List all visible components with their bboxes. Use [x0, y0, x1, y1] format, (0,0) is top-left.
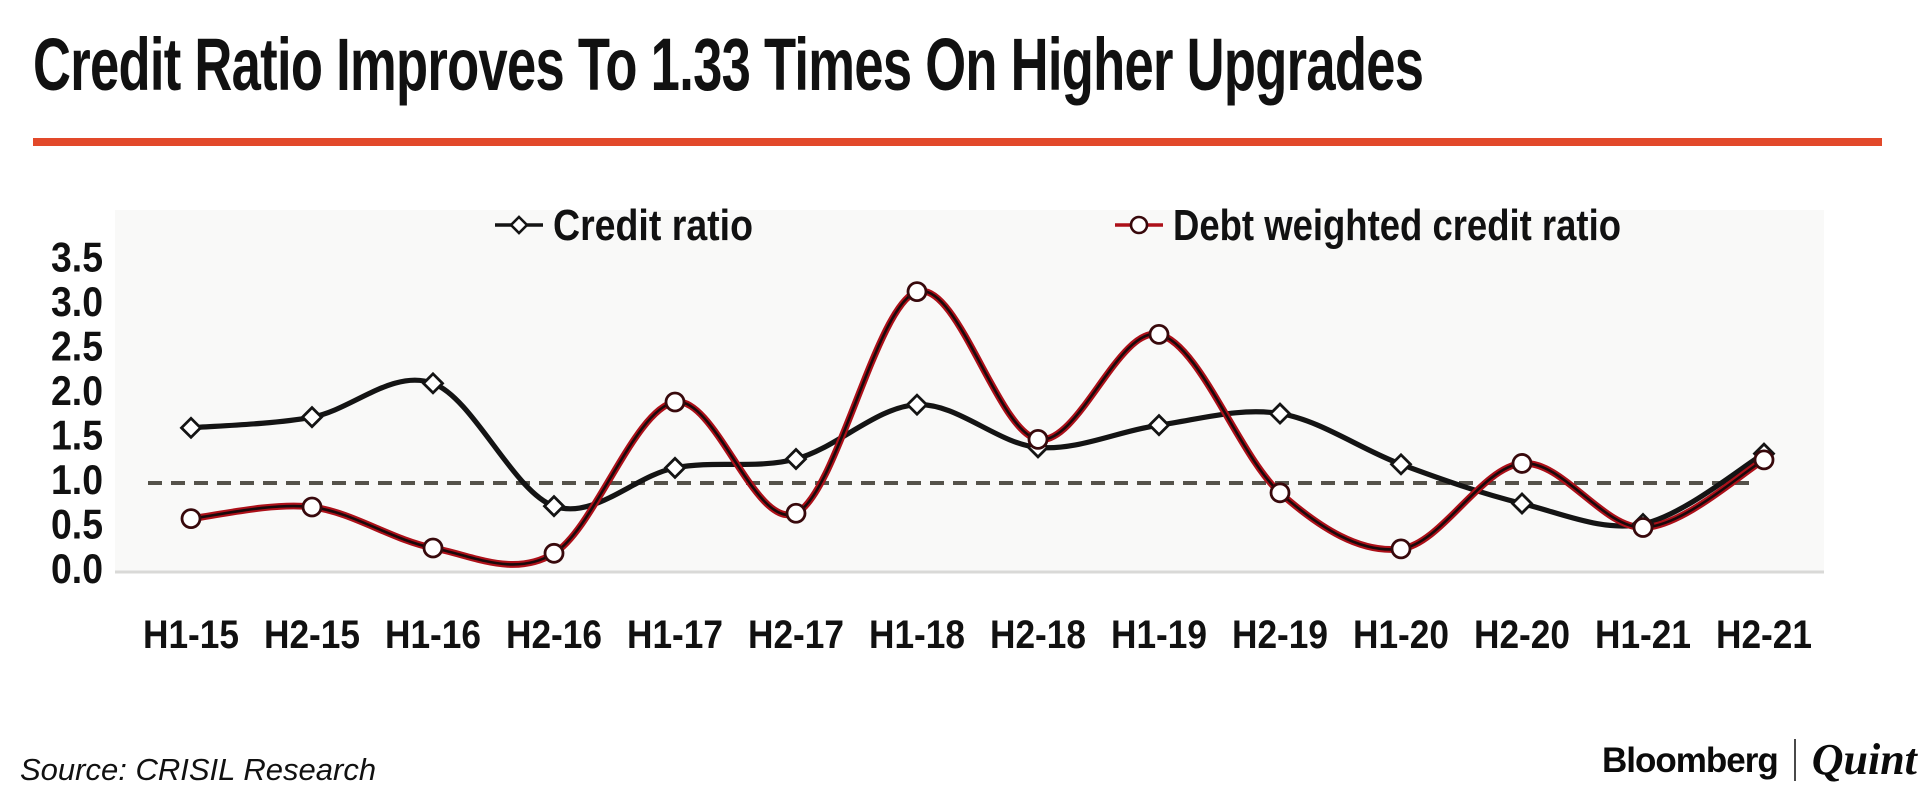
- legend-label: Credit ratio: [553, 201, 753, 250]
- credit-ratio-marker: [300, 405, 324, 429]
- source-note: Source: CRISIL Research: [20, 752, 377, 787]
- y-axis-tick-label: 3.5: [51, 234, 103, 281]
- debt-weighted-marker: [1390, 538, 1412, 560]
- logo-divider: [1793, 739, 1796, 781]
- x-axis-tick-label: H1-16: [385, 613, 481, 657]
- x-axis-tick-label: H1-19: [1111, 613, 1207, 657]
- debt-weighted-marker: [906, 281, 928, 303]
- quint-wordmark: Quint: [1811, 735, 1917, 784]
- y-axis-tick-label: 2.5: [51, 323, 103, 370]
- y-axis-tick-label: 2.0: [51, 367, 103, 414]
- x-axis-tick-label: H2-18: [990, 613, 1086, 657]
- chart-title: Credit Ratio Improves To 1.33 Times On H…: [33, 23, 1424, 106]
- x-axis-tick-label: H2-17: [748, 613, 844, 657]
- bloomberg-wordmark: Bloomberg: [1602, 740, 1779, 780]
- debt-weighted-marker: [785, 502, 807, 524]
- credit-ratio-marker: [421, 371, 445, 395]
- credit-ratio-marker: [784, 447, 808, 471]
- x-axis-tick-label: H1-15: [143, 613, 239, 657]
- debt-weighted-marker: [180, 508, 202, 529]
- x-axis-tick-label: H2-20: [1474, 613, 1570, 657]
- credit-ratio-marker: [1147, 413, 1171, 437]
- x-axis-tick-label: H1-18: [869, 613, 965, 657]
- credit-ratio-marker: [1389, 452, 1413, 476]
- debt-weighted-marker: [1511, 453, 1533, 474]
- credit-ratio-marker: [542, 494, 566, 518]
- credit-ratio-marker: [1510, 491, 1534, 515]
- y-axis-tick-label: 1.5: [51, 412, 103, 459]
- debt-weighted-marker: [1753, 449, 1775, 471]
- x-axis-tick-label: H2-16: [506, 613, 602, 657]
- x-axis-tick-label: H1-20: [1353, 613, 1449, 657]
- accent-divider: [33, 138, 1882, 146]
- publisher-logo: Bloomberg Quint: [1602, 738, 1917, 782]
- legend-diamond-icon: [509, 215, 529, 235]
- debt-weighted-marker: [301, 496, 323, 518]
- x-axis-tick-label: H1-17: [627, 613, 723, 657]
- x-axis-tick-label: H2-15: [264, 613, 360, 657]
- x-axis-tick-label: H1-21: [1595, 613, 1691, 657]
- x-axis-tick-label: H2-21: [1716, 613, 1812, 657]
- legend-circle-icon: [1129, 215, 1149, 235]
- plot-area: [115, 210, 1824, 572]
- y-axis-tick-label: 0.0: [51, 545, 103, 592]
- y-axis-tick-label: 1.0: [51, 456, 103, 503]
- credit-ratio-marker: [179, 416, 203, 440]
- credit-ratio-marker: [663, 456, 687, 480]
- debt-weighted-marker: [1269, 482, 1291, 504]
- x-axis-tick-label: H2-19: [1232, 613, 1328, 657]
- debt-weighted-marker: [422, 537, 444, 559]
- y-axis-tick-label: 3.0: [51, 278, 103, 325]
- legend-label: Debt weighted credit ratio: [1173, 201, 1621, 250]
- debt-weighted-marker: [1148, 323, 1170, 345]
- credit-ratio-line: [188, 377, 1767, 529]
- debt-weighted-line-core: [189, 289, 1766, 566]
- y-axis-tick-label: 0.5: [51, 501, 103, 548]
- debt-weighted-marker: [543, 542, 565, 564]
- credit-ratio-marker: [1268, 402, 1292, 426]
- debt-weighted-marker: [664, 391, 686, 413]
- credit-ratio-marker: [905, 393, 929, 417]
- debt-weighted-marker: [1632, 517, 1654, 538]
- debt-weighted-marker: [1027, 428, 1049, 450]
